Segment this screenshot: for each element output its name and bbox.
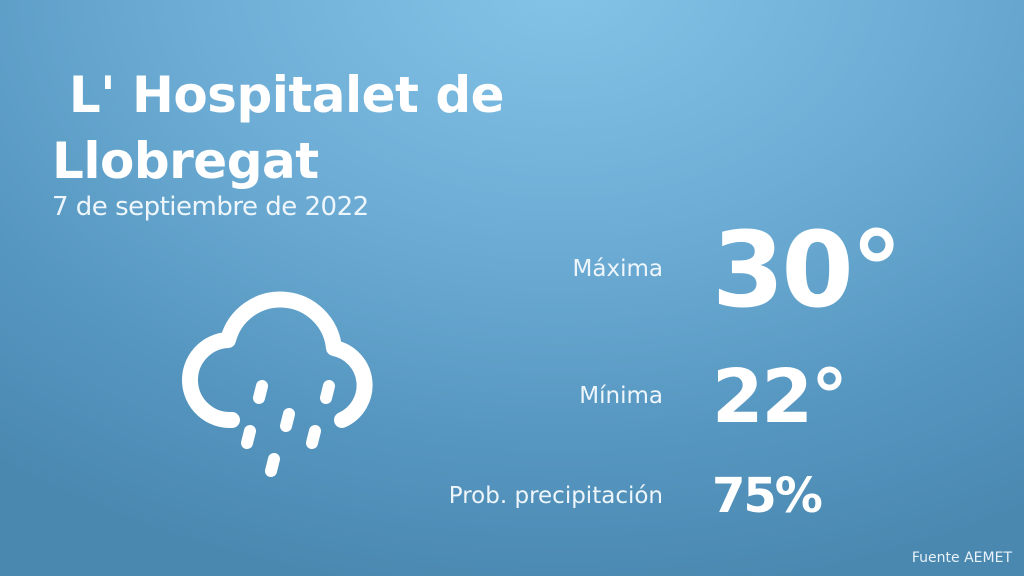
max-label: Máxima (572, 256, 663, 282)
rain-drop (320, 380, 335, 404)
precip-label: Prob. precipitación (448, 483, 663, 509)
cloud-outline (182, 291, 373, 429)
location-line-1: L' Hospitalet de (52, 66, 505, 124)
location-title: L' Hospitalet de Llobregat (52, 62, 505, 194)
rain-drop (253, 380, 268, 404)
min-label: Mínima (579, 383, 663, 409)
rain-drops (241, 380, 335, 477)
precip-value: 75% (712, 468, 823, 524)
rain-drop (241, 425, 256, 449)
source-credit: Fuente AEMET (911, 550, 1012, 566)
min-value: 22° (712, 354, 848, 440)
rain-drop (306, 425, 321, 449)
rain-drop (265, 453, 280, 477)
rain-drop (280, 408, 295, 432)
forecast-date: 7 de septiembre de 2022 (52, 192, 369, 222)
max-value: 30° (712, 209, 903, 331)
location-line-2: Llobregat (52, 132, 319, 190)
